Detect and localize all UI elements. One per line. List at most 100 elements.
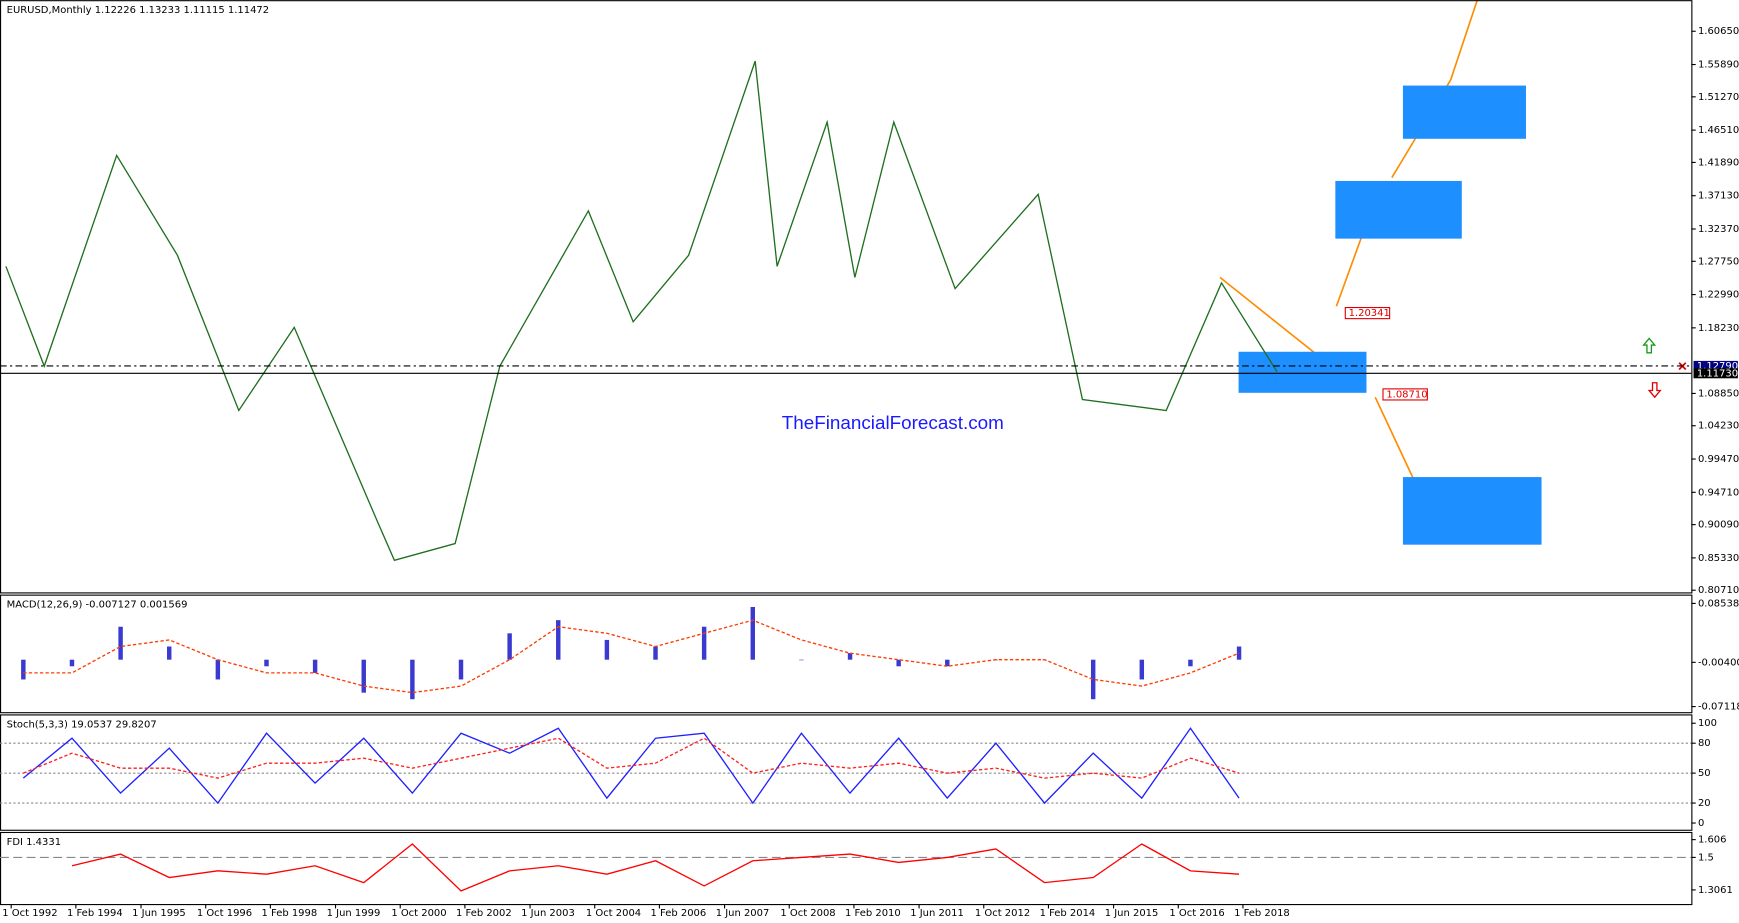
price-label: 1.11730: [1697, 368, 1738, 379]
panel-title: Stoch(5,3,3) 19.0537 29.8207: [7, 719, 157, 730]
y-tick-label: 1.41890: [1698, 157, 1739, 168]
x-tick-label: 1 Oct 2004: [586, 908, 641, 919]
x-tick-label: 1 Oct 2016: [1169, 908, 1224, 919]
panel-frame: [0, 0, 1693, 594]
y-tick-label: 1.37130: [1698, 191, 1739, 202]
y-tick-label: 1.32370: [1698, 224, 1739, 235]
histogram-bar: [701, 626, 707, 660]
x-tick-label: 1 Jun 1999: [327, 908, 381, 919]
series-line: [23, 737, 1240, 779]
histogram-bar: [312, 659, 318, 673]
y-tick-label: 1.55890: [1698, 60, 1739, 71]
y-tick-label: 1.5: [1698, 852, 1714, 863]
annotation-box: [1382, 388, 1428, 401]
y-tick-label: 0.94710: [1698, 487, 1739, 498]
histogram-bar: [799, 659, 804, 661]
x-tick-label: 1 Oct 2008: [780, 908, 835, 919]
y-tick-label: 0: [1698, 818, 1704, 829]
up-arrow: [1642, 337, 1657, 354]
x-tick-label: 1 Feb 1994: [67, 908, 123, 919]
series-line: [22, 727, 1240, 805]
x-tick-label: 1 Jun 1995: [132, 908, 186, 919]
histogram-bar: [69, 659, 75, 667]
y-tick-label: 1.27750: [1698, 256, 1739, 267]
histogram-bar: [604, 639, 610, 660]
y-tick-label: -0.071181: [1698, 702, 1739, 713]
histogram-bar: [21, 659, 26, 680]
y-tick-label: 1.18230: [1698, 323, 1739, 334]
histogram-bar: [896, 659, 901, 667]
x-tick-label: 1 Oct 2012: [975, 908, 1030, 919]
y-tick-label: 50: [1698, 768, 1711, 779]
histogram-bar: [507, 633, 512, 660]
y-tick-label: 1.08850: [1698, 388, 1739, 399]
y-tick-label: -0.004000: [1698, 657, 1739, 668]
x-tick-label: 1 Feb 2010: [845, 908, 901, 919]
y-tick-label: 0.80710: [1698, 585, 1739, 596]
histogram-bar: [556, 620, 561, 660]
histogram-bar: [945, 659, 950, 667]
y-tick-label: 0.90090: [1698, 520, 1739, 531]
histogram-bar: [653, 646, 658, 660]
down-arrow: [1647, 382, 1662, 399]
x-tick-label: 1 Jun 2011: [910, 908, 964, 919]
histogram-bar: [1188, 659, 1193, 667]
panel-title: EURUSD,Monthly 1.12226 1.13233 1.11115 1…: [7, 5, 269, 16]
target-zone: [1335, 180, 1462, 239]
histogram-bar: [361, 659, 366, 693]
series-line: [71, 843, 1240, 892]
x-tick-label: 1 Feb 2018: [1234, 908, 1290, 919]
y-tick-label: 1.3061: [1698, 885, 1733, 896]
x-tick-label: 1 Oct 2000: [391, 908, 446, 919]
projection-line: [1449, 0, 1479, 81]
histogram-bar: [264, 659, 269, 667]
price-label: 1.12790: [1697, 361, 1738, 372]
histogram-bar: [458, 659, 464, 680]
price-label-box: [1693, 368, 1738, 379]
histogram-bar: [167, 646, 172, 660]
x-tick-label: 1 Feb 2002: [456, 908, 512, 919]
y-tick-label: 1.606: [1698, 835, 1727, 846]
series-line: [5, 60, 1278, 562]
series-line: [23, 619, 1240, 694]
x-tick-label: 1 Feb 1998: [262, 908, 318, 919]
histogram-bar: [410, 659, 415, 700]
panel-frame: [0, 831, 1693, 906]
y-tick-label: 1.46510: [1698, 125, 1739, 136]
y-tick-label: 1.51270: [1698, 92, 1739, 103]
y-tick-label: 100: [1698, 718, 1717, 729]
x-tick-label: 1 Jun 2015: [1105, 908, 1159, 919]
x-tick-label: 1 Feb 2006: [651, 908, 707, 919]
x-tick-label: 1 Feb 2014: [1040, 908, 1096, 919]
panel-frame: [0, 594, 1693, 714]
annotation-label: 1.08710: [1386, 389, 1427, 400]
y-tick-label: 80: [1698, 738, 1711, 749]
y-tick-label: 0.99470: [1698, 454, 1739, 465]
x-tick-label: 1 Oct 1992: [2, 908, 57, 919]
histogram-bar: [118, 626, 123, 660]
watermark: TheFinancialForecast.com: [782, 412, 1004, 433]
target-zone: [1402, 477, 1542, 545]
histogram-bar: [215, 659, 221, 680]
annotation-label: 1.20341: [1349, 308, 1390, 319]
x-tick-label: 1 Oct 1996: [197, 908, 252, 919]
target-zone: [1402, 85, 1526, 139]
panel-title: FDI 1.4331: [7, 837, 61, 848]
panel-title: MACD(12,26,9) -0.007127 0.001569: [7, 600, 188, 611]
x-tick-label: 1 Jun 2003: [521, 908, 575, 919]
histogram-bar: [1236, 646, 1242, 660]
histogram-bar: [750, 606, 755, 660]
target-zone: [1238, 351, 1367, 393]
y-tick-label: 1.22990: [1698, 290, 1739, 301]
y-tick-label: 20: [1698, 798, 1711, 809]
x-tick-label: 1 Jun 2007: [716, 908, 770, 919]
histogram-bar: [847, 653, 853, 660]
price-label-box: [1693, 360, 1738, 371]
histogram-bar: [1090, 659, 1096, 700]
annotation-box: [1344, 306, 1391, 320]
y-tick-label: 0.085383: [1698, 598, 1739, 609]
